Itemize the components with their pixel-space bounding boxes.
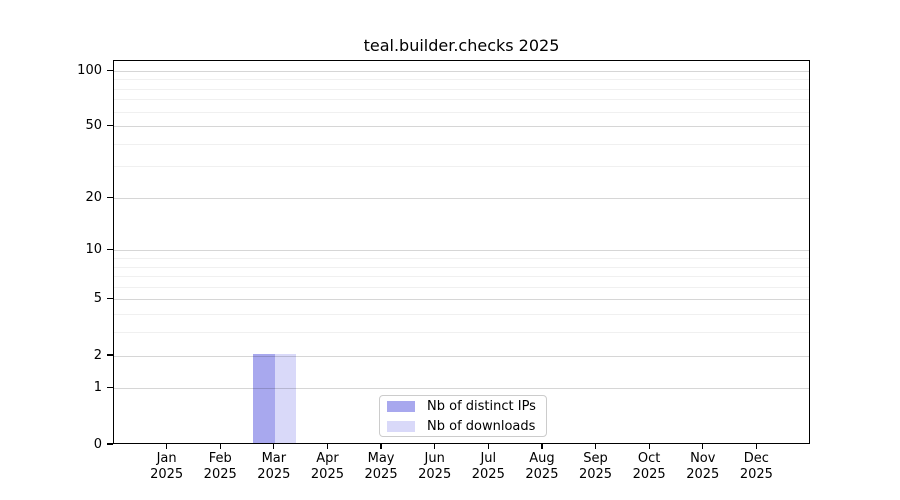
x-tick-mark	[755, 444, 757, 449]
y-tick-label: 100	[77, 62, 102, 78]
gridline-major	[114, 197, 809, 199]
gridline-minor	[114, 99, 809, 101]
x-tick-mark	[219, 444, 221, 449]
chart-title: teal.builder.checks 2025	[363, 36, 560, 55]
x-tick-label-month: Nov	[690, 451, 716, 466]
gridline-minor	[114, 111, 809, 113]
x-tick-label-month: Feb	[208, 451, 232, 466]
y-tick-mark	[107, 387, 113, 389]
plot-area: Nb of distinct IPs Nb of downloads	[113, 60, 810, 444]
y-tick-mark	[107, 249, 113, 251]
x-tick-mark	[273, 444, 275, 449]
x-tick-mark	[648, 444, 650, 449]
x-tick-mark	[166, 444, 168, 449]
x-tick-label-year: 2025	[578, 467, 613, 482]
legend-swatch-downloads	[387, 420, 415, 432]
legend-label-distinct-ips: Nb of distinct IPs	[427, 398, 536, 414]
x-tick-mark	[487, 444, 489, 449]
x-tick-mark	[380, 444, 382, 449]
y-tick-label: 5	[93, 291, 102, 307]
gridline-minor	[114, 258, 809, 259]
x-tick-label-year: 2025	[257, 467, 291, 482]
x-tick-mark	[594, 444, 597, 449]
x-tick-label-year: 2025	[686, 467, 720, 482]
x-tick-label-month: Oct	[637, 451, 661, 466]
bar-nb-of-distinct-ips-mar	[253, 354, 275, 443]
y-tick-label: 20	[85, 189, 102, 205]
x-tick-label-month: Apr	[316, 451, 339, 466]
y-tick-mark	[107, 124, 113, 127]
gridline-major	[114, 355, 809, 357]
legend-swatch-distinct-ips	[387, 400, 415, 412]
gridline-major	[114, 70, 809, 72]
y-tick-label: 2	[93, 347, 102, 363]
gridline-minor	[114, 276, 809, 278]
gridline-minor	[114, 286, 809, 288]
x-tick-label-month: Jun	[424, 451, 445, 466]
x-tick-label-year: 2025	[310, 467, 344, 482]
x-tick-label-year: 2025	[150, 467, 184, 482]
x-tick-label-year: 2025	[739, 467, 773, 482]
y-tick-label: 10	[85, 242, 102, 258]
y-tick-mark	[107, 298, 113, 300]
y-tick-mark	[107, 69, 113, 71]
gridline-minor	[114, 166, 809, 168]
gridline-minor	[114, 314, 809, 316]
y-tick-label: 0	[93, 436, 102, 452]
x-tick-mark	[326, 444, 329, 449]
legend: Nb of distinct IPs Nb of downloads	[379, 395, 547, 437]
x-tick-label-year: 2025	[632, 467, 666, 482]
x-tick-mark	[702, 444, 704, 449]
y-tick-label: 50	[85, 118, 102, 134]
x-tick-label-month: Aug	[529, 451, 555, 466]
y-tick-label: 1	[93, 380, 102, 396]
gridline-major	[114, 299, 809, 301]
gridline-minor	[114, 332, 809, 334]
legend-item-distinct-ips: Nb of distinct IPs	[387, 399, 546, 414]
x-tick-label-month: Mar	[261, 451, 287, 466]
x-tick-mark	[541, 444, 543, 449]
gridline-major	[114, 126, 809, 128]
x-tick-label-year: 2025	[418, 467, 452, 482]
x-tick-label-month: Jul	[480, 451, 497, 466]
y-tick-mark	[107, 443, 113, 445]
x-tick-label-year: 2025	[471, 467, 505, 482]
gridline-minor	[114, 79, 809, 81]
x-tick-label-year: 2025	[364, 467, 398, 482]
x-tick-label-month: Sep	[583, 451, 608, 466]
gridline-major	[114, 250, 809, 252]
legend-item-downloads: Nb of downloads	[387, 419, 546, 434]
gridline-major	[114, 388, 809, 390]
legend-label-downloads: Nb of downloads	[427, 418, 536, 434]
y-tick-mark	[107, 354, 113, 356]
gridline-minor	[114, 266, 809, 268]
bar-nb-of-downloads-mar	[274, 354, 297, 443]
x-tick-label-month: Jan	[156, 451, 177, 466]
y-tick-mark	[107, 196, 113, 198]
x-tick-label-year: 2025	[525, 467, 559, 482]
x-tick-label-month: May	[367, 451, 395, 466]
x-tick-label-month: Dec	[743, 451, 769, 466]
gridline-minor	[114, 88, 809, 90]
gridline-minor	[114, 143, 809, 145]
x-tick-mark	[434, 444, 436, 449]
x-tick-label-year: 2025	[203, 467, 237, 482]
